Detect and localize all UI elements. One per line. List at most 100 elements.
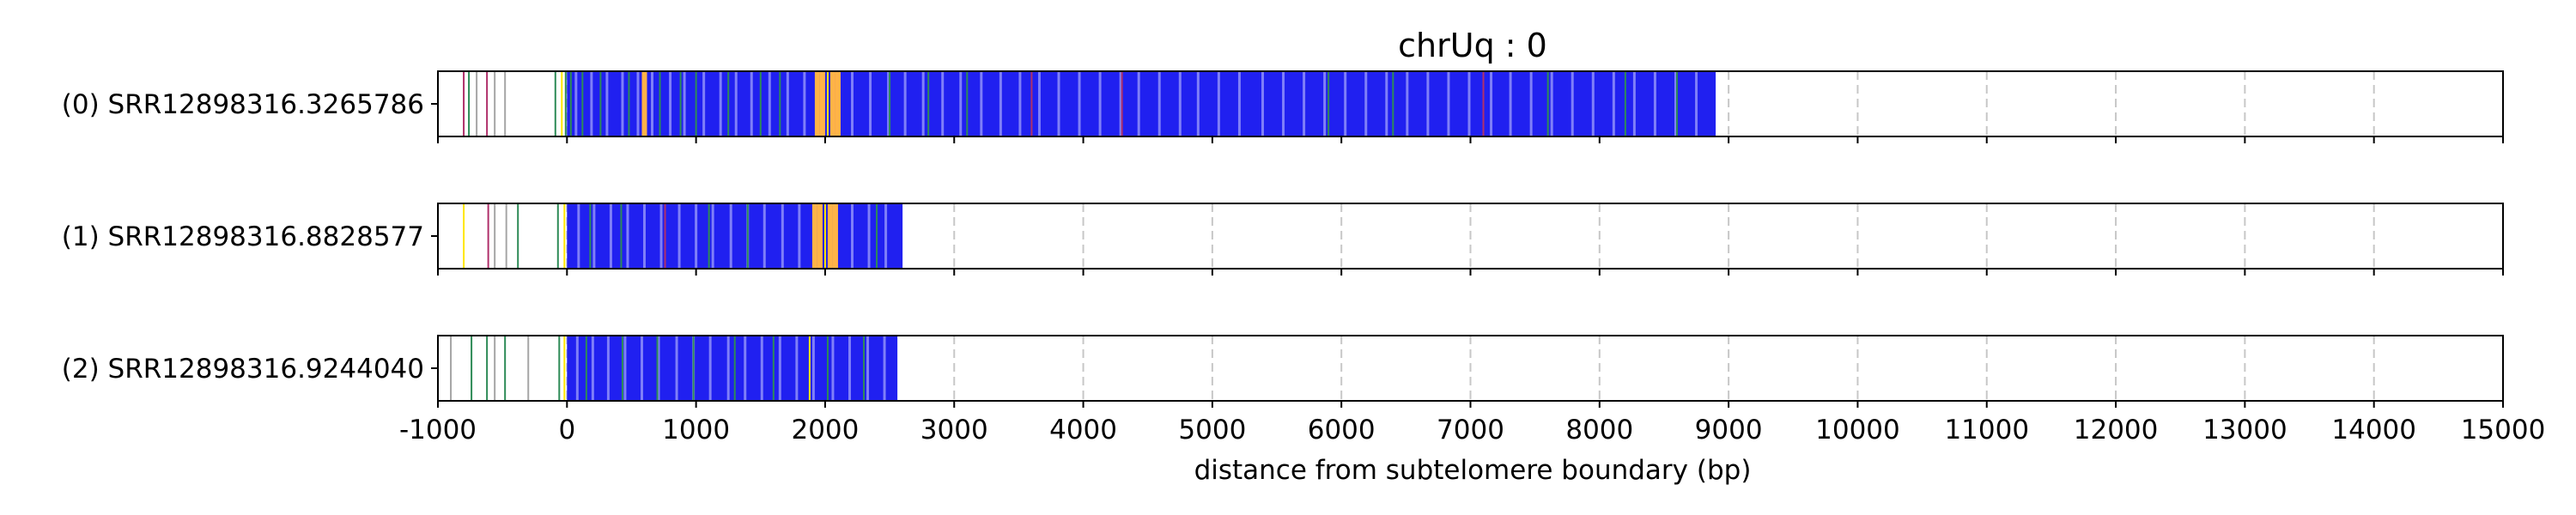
mark-green xyxy=(468,71,471,136)
chart-title: chrUq : 0 xyxy=(1398,27,1547,64)
light-stripe xyxy=(590,71,593,136)
mark-green xyxy=(826,336,829,401)
light-stripe xyxy=(867,203,871,269)
light-stripe xyxy=(702,71,706,136)
read-label: (0) SRR12898316.3265786 xyxy=(62,89,424,120)
blue-region xyxy=(567,71,1716,136)
x-axis-label: distance from subtelomere boundary (bp) xyxy=(1194,455,1752,486)
light-stripe xyxy=(606,336,610,401)
mark-green xyxy=(1327,71,1330,136)
read-label: (1) SRR12898316.8828577 xyxy=(62,221,424,252)
mark-yellow xyxy=(463,203,465,269)
light-stripe xyxy=(1426,71,1430,136)
light-stripe xyxy=(1406,71,1409,136)
mark-magenta xyxy=(487,203,489,269)
light-stripe xyxy=(695,203,698,269)
mark-green xyxy=(695,71,697,136)
light-stripe xyxy=(1550,71,1553,136)
light-stripe xyxy=(1098,71,1102,136)
light-stripe xyxy=(1157,71,1161,136)
light-stripe xyxy=(866,336,870,401)
tracks: (0) SRR12898316.3265786 (1) SRR12898316.8… xyxy=(62,70,2504,408)
light-stripe xyxy=(1467,71,1471,136)
mark-green xyxy=(708,203,710,269)
mark-green xyxy=(692,336,695,401)
mark-magenta xyxy=(463,71,465,136)
x-tick-label: 14000 xyxy=(2331,415,2416,445)
light-stripe xyxy=(999,71,1002,136)
light-stripe xyxy=(1674,71,1677,136)
mark-gray xyxy=(527,336,530,401)
mark-gray xyxy=(505,203,507,269)
light-stripe xyxy=(1018,71,1022,136)
x-tick-label: 0 xyxy=(558,415,575,445)
mark-green xyxy=(620,203,623,269)
light-stripe xyxy=(803,71,806,136)
mark-yellow xyxy=(823,203,826,269)
blue-region xyxy=(567,203,903,269)
mark-orange xyxy=(832,203,838,269)
light-stripe xyxy=(1653,71,1656,136)
mark-green xyxy=(585,336,587,401)
light-stripe xyxy=(1303,71,1306,136)
light-stripe xyxy=(851,203,854,269)
light-stripe xyxy=(778,336,781,401)
mark-gray xyxy=(476,71,478,136)
light-stripe xyxy=(657,336,660,401)
mark-magenta xyxy=(1121,71,1123,136)
mark-orange xyxy=(827,203,833,269)
mark-green xyxy=(486,336,489,401)
mark-green xyxy=(504,336,507,401)
mark-green xyxy=(1392,71,1394,136)
light-stripe xyxy=(577,203,580,269)
light-stripe xyxy=(1178,71,1182,136)
x-tick-label: 6000 xyxy=(1308,415,1376,445)
light-stripe xyxy=(1571,71,1574,136)
light-stripe xyxy=(1261,71,1264,136)
light-stripe xyxy=(884,203,888,269)
light-stripe xyxy=(640,336,643,401)
light-stripe xyxy=(605,71,609,136)
mark-green xyxy=(679,71,682,136)
light-stripe xyxy=(1282,71,1285,136)
light-stripe xyxy=(591,336,594,401)
mark-orange xyxy=(817,203,823,269)
light-stripe xyxy=(760,336,763,401)
mark-green xyxy=(927,71,930,136)
light-stripe xyxy=(677,203,681,269)
light-stripe xyxy=(675,336,678,401)
light-stripe xyxy=(626,203,629,269)
light-stripe xyxy=(1196,71,1200,136)
light-stripe xyxy=(768,71,771,136)
light-stripe xyxy=(869,71,872,136)
light-stripe xyxy=(636,71,640,136)
mark-green xyxy=(727,71,730,136)
light-stripe xyxy=(1119,71,1122,136)
x-tick-label: 7000 xyxy=(1437,415,1504,445)
mark-green xyxy=(556,203,559,269)
mark-green xyxy=(966,71,969,136)
light-stripe xyxy=(980,71,983,136)
mark-green xyxy=(1676,71,1678,136)
light-stripe xyxy=(651,71,654,136)
light-stripe xyxy=(1137,71,1140,136)
x-tick-label: 13000 xyxy=(2202,415,2287,445)
light-stripe xyxy=(921,71,925,136)
light-stripe xyxy=(623,336,627,401)
mark-green xyxy=(569,71,572,136)
x-tick-label: 4000 xyxy=(1049,415,1117,445)
light-stripe xyxy=(1323,71,1327,136)
mark-green xyxy=(1624,71,1626,136)
mark-green xyxy=(1546,71,1549,136)
x-tick-label: -1000 xyxy=(399,415,477,445)
light-stripe xyxy=(1591,71,1595,136)
mark-green xyxy=(558,336,561,401)
light-stripe xyxy=(1364,71,1368,136)
mark-orange xyxy=(819,71,825,136)
light-stripe xyxy=(831,336,835,401)
mark-green xyxy=(621,336,623,401)
mark-magenta xyxy=(1482,71,1485,136)
light-stripe xyxy=(683,71,686,136)
mark-green xyxy=(599,71,602,136)
light-stripe xyxy=(903,71,907,136)
